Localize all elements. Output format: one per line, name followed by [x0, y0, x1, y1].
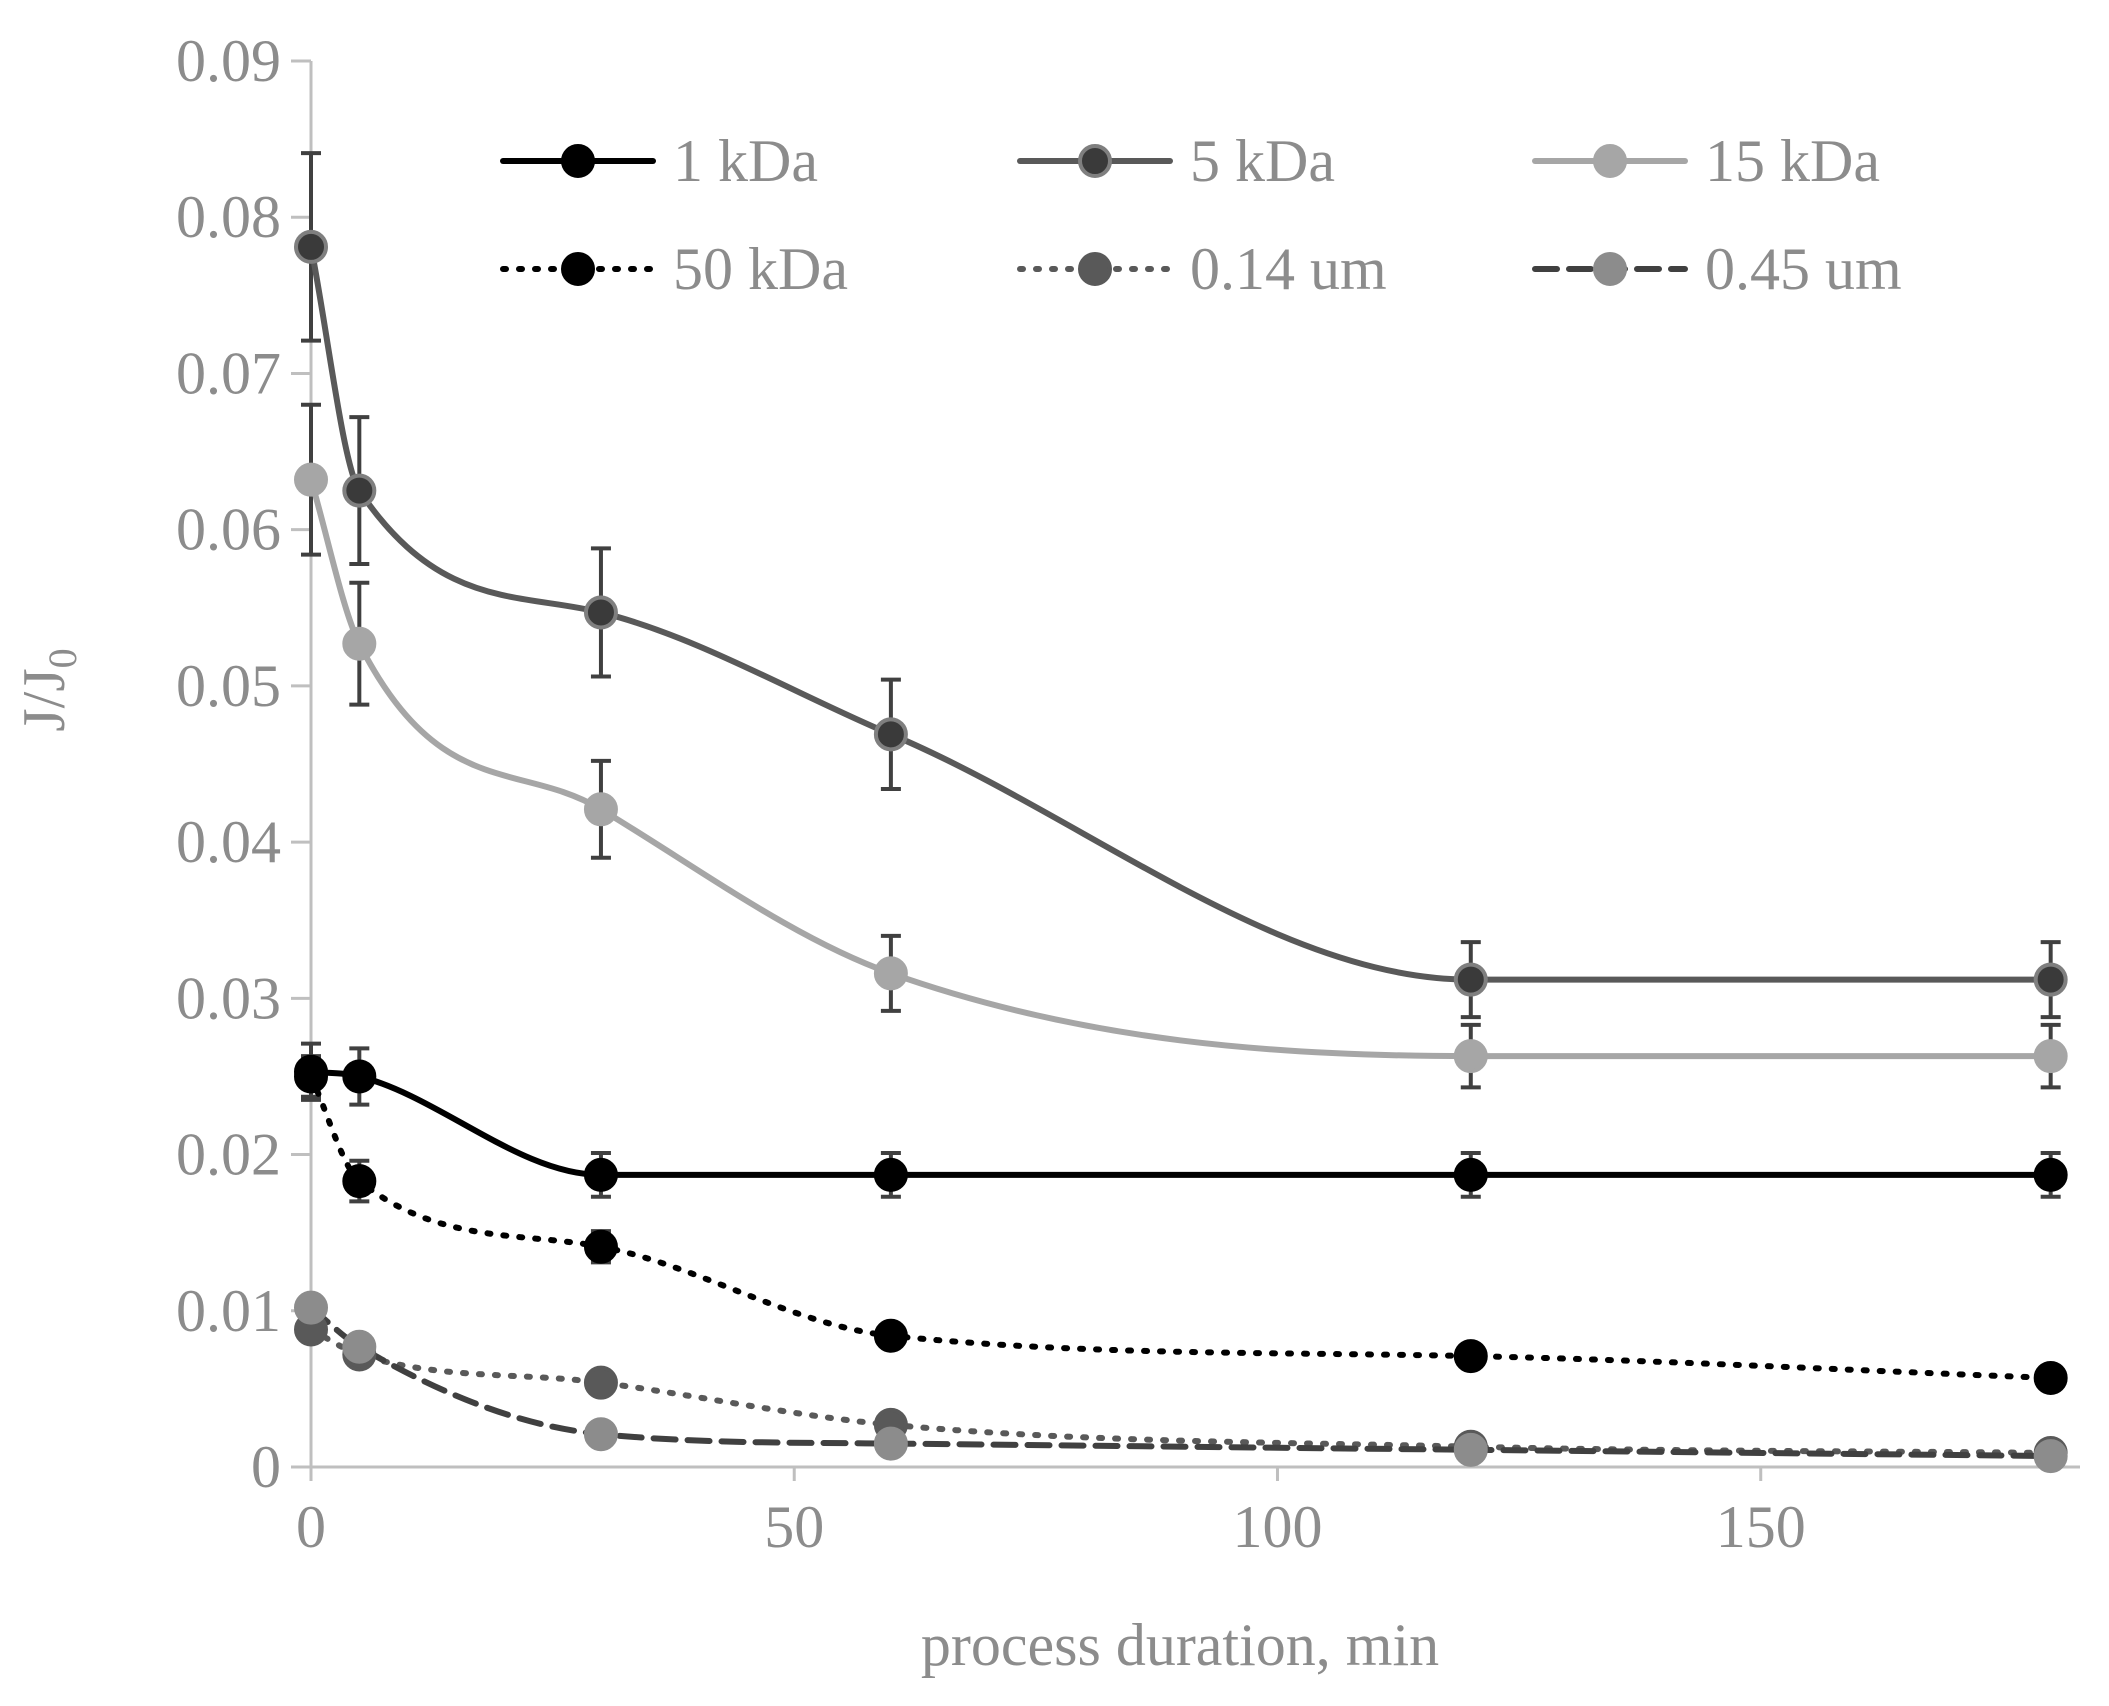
legend-marker-0-14-um: [1078, 252, 1112, 286]
legend-marker-15-kda: [1593, 144, 1627, 178]
series-line-1-kda: [308, 1068, 2054, 1178]
y-tick-label: 0.04: [176, 809, 281, 875]
data-point-15-kda: [2033, 1039, 2068, 1074]
data-point-1-kda: [583, 1157, 618, 1192]
y-tick-label: 0.07: [176, 340, 281, 406]
y-tick-label: 0.06: [176, 497, 281, 563]
data-point-1-kda: [1453, 1157, 1488, 1192]
y-axis-title-main: J/J: [11, 668, 77, 731]
data-point-5-kda: [294, 229, 328, 264]
series-line-0-14-um: [308, 1326, 2054, 1456]
data-point-0-45-um: [2033, 1439, 2068, 1474]
data-point-5-kda: [2033, 962, 2068, 997]
y-tick-label: 0.01: [176, 1278, 281, 1344]
axes: 0 0.01 0.02 0.03 0.04 0.05 0.06 0.07 0.08 0.09 0 50…: [176, 28, 2080, 1560]
series-line-5-kda: [308, 243, 2054, 983]
data-point-0-45-um: [873, 1426, 908, 1461]
y-axis-title: J/J0: [11, 648, 85, 731]
x-tick-label: 100: [1232, 1494, 1322, 1560]
data-point-50-kda: [294, 1059, 328, 1094]
legend-label-50-kda: 50 kDa: [673, 236, 848, 302]
data-point-0-45-um: [1453, 1432, 1488, 1467]
y-tick-label: 0.09: [176, 28, 281, 94]
data-point-15-kda: [583, 792, 618, 827]
y-tick-label: 0.02: [176, 1122, 281, 1188]
data-point-5-kda: [342, 473, 377, 508]
y-tick-label: 0: [251, 1434, 281, 1500]
x-tick-label: 50: [764, 1494, 824, 1560]
legend-label-1-kda: 1 kDa: [673, 128, 818, 194]
legend-label-5-kda: 5 kDa: [1190, 128, 1335, 194]
x-tick-label: 0: [296, 1494, 326, 1560]
data-point-5-kda: [873, 717, 908, 752]
error-bars: [301, 151, 2061, 1265]
data-point-5-kda: [583, 595, 618, 630]
data-point-0-14-um: [583, 1365, 618, 1400]
data-markers: [294, 229, 2068, 1474]
y-tick-label: 0.03: [176, 965, 281, 1031]
data-point-50-kda: [873, 1318, 908, 1353]
data-point-1-kda: [342, 1059, 377, 1094]
legend-label-0-14-um: 0.14 um: [1190, 236, 1387, 302]
data-point-15-kda: [873, 956, 908, 991]
legend-label-0-45-um: 0.45 um: [1705, 236, 1902, 302]
data-point-50-kda: [583, 1229, 618, 1264]
x-axis-title: process duration, min: [921, 1612, 1439, 1678]
data-point-15-kda: [342, 626, 377, 661]
legend-marker-0-45-um: [1593, 252, 1627, 286]
y-tick-label: 0.05: [176, 653, 281, 719]
data-point-15-kda: [1453, 1039, 1488, 1074]
data-point-1-kda: [873, 1157, 908, 1192]
data-point-15-kda: [294, 462, 328, 497]
data-point-0-45-um: [342, 1329, 377, 1364]
y-axis-title-subscript: 0: [40, 648, 85, 668]
x-tick-label: 150: [1716, 1494, 1806, 1560]
data-point-5-kda: [1453, 962, 1488, 997]
legend: 1 kDa 5 kDa 15 kDa 50 kDa 0.14 um 0.45 um: [500, 128, 1902, 302]
series-line-15-kda: [308, 476, 2054, 1060]
data-point-50-kda: [1453, 1339, 1488, 1374]
data-point-1-kda: [2033, 1157, 2068, 1192]
legend-marker-5-kda: [1078, 144, 1112, 178]
legend-label-15-kda: 15 kDa: [1705, 128, 1880, 194]
series-line-0-45-um: [308, 1304, 2054, 1460]
legend-marker-1-kda: [561, 144, 595, 178]
y-tick-label: 0.08: [176, 184, 281, 250]
series-line-50-kda: [308, 1073, 2054, 1381]
data-point-0-45-um: [294, 1290, 328, 1325]
data-point-50-kda: [2033, 1360, 2068, 1395]
data-point-0-45-um: [583, 1417, 618, 1452]
series-lines: [308, 243, 2054, 1460]
data-point-50-kda: [342, 1164, 377, 1199]
legend-marker-50-kda: [561, 252, 595, 286]
